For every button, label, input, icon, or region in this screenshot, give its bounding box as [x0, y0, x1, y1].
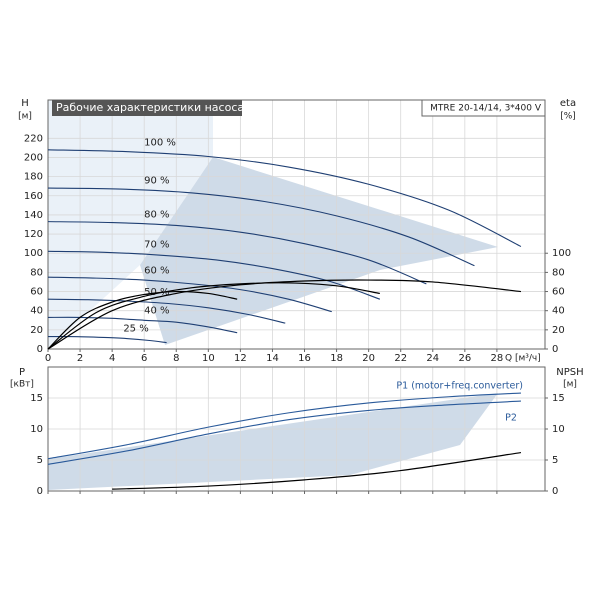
x-tick-label: 16 — [298, 353, 311, 364]
series-label: P2 — [505, 413, 517, 424]
x-tick-label: 20 — [362, 353, 375, 364]
y-tick-label: 80 — [30, 267, 43, 278]
curve — [47, 250, 381, 300]
y-tick-label: 160 — [24, 191, 43, 202]
x-tick-label: 18 — [330, 353, 343, 364]
curve — [112, 451, 522, 490]
y-tick-label: 140 — [24, 210, 43, 221]
series-label: 100 % — [144, 138, 176, 149]
y-tick-label: 15 — [30, 393, 43, 404]
x-tick-label: 8 — [173, 353, 179, 364]
chart-title: Рабочие характеристики насоса — [56, 101, 244, 114]
x-tick-label: 26 — [458, 353, 471, 364]
y-tick-label: 40 — [30, 306, 43, 317]
series-label: P1 (motor+freq.converter) — [396, 381, 523, 392]
y2-tick-label: 60 — [552, 287, 565, 298]
curve — [47, 149, 522, 248]
x-tick-label: 22 — [394, 353, 407, 364]
series-label: 40 % — [144, 305, 169, 316]
series-label: 70 % — [144, 240, 169, 251]
y-tick-label: 10 — [30, 424, 43, 435]
y-tick-label: 100 — [24, 248, 43, 259]
plot-frame — [47, 99, 546, 350]
model-box — [421, 99, 546, 117]
y2-tick-label: 100 — [552, 248, 571, 259]
curve — [47, 290, 238, 350]
y2-tick-label: 5 — [552, 455, 558, 466]
y2-tick-label: 80 — [552, 267, 565, 278]
x-tick-label: 6 — [141, 353, 147, 364]
y2-unit: [%] — [560, 112, 576, 122]
y-tick-label: 0 — [37, 486, 43, 497]
series-label: 80 % — [144, 209, 169, 220]
y2-tick-label: 20 — [552, 325, 565, 336]
series-label: 25 % — [123, 324, 148, 335]
y-label: P — [19, 367, 25, 378]
curve — [47, 298, 286, 324]
curve — [47, 221, 427, 285]
x-tick-label: 14 — [266, 353, 279, 364]
y2-tick-label: 0 — [552, 486, 558, 497]
series-label: 60 % — [144, 265, 169, 276]
series-label: 90 % — [144, 175, 169, 186]
y-label: H — [21, 98, 29, 109]
y-unit: [кВт] — [10, 380, 34, 390]
x-tick-label: 10 — [202, 353, 215, 364]
title-box — [52, 100, 242, 116]
y-tick-label: 5 — [37, 455, 43, 466]
y-tick-label: 60 — [30, 287, 43, 298]
y2-tick-label: 40 — [552, 306, 565, 317]
y-tick-label: 120 — [24, 229, 43, 240]
y-tick-label: 0 — [37, 344, 43, 355]
x-tick-label: 0 — [45, 353, 51, 364]
y2-tick-label: 15 — [552, 393, 565, 404]
x-tick-label: 28 — [491, 353, 504, 364]
y-tick-label: 200 — [24, 152, 43, 163]
power-area — [48, 393, 498, 490]
model: MTRE 20-14/14, 3*400 V — [430, 104, 542, 114]
curve — [47, 282, 380, 350]
y2-tick-label: 10 — [552, 424, 565, 435]
x-tick-label: 12 — [234, 353, 247, 364]
x-tick-label: 2 — [77, 353, 83, 364]
y2-tick-label: 0 — [552, 344, 558, 355]
y2-label: eta — [560, 98, 576, 109]
curve — [47, 187, 475, 267]
y-tick-label: 20 — [30, 325, 43, 336]
x-tick-label: 24 — [426, 353, 439, 364]
y2-label: NPSH — [556, 367, 583, 378]
curve — [47, 276, 332, 313]
curve — [47, 400, 521, 465]
y-tick-label: 180 — [24, 172, 43, 183]
x-label: Q [м³/ч] — [505, 354, 541, 364]
curve — [47, 392, 521, 460]
operating-area-light — [48, 100, 213, 349]
y-tick-label: 220 — [24, 133, 43, 144]
y2-unit: [м] — [563, 380, 577, 390]
x-tick-label: 4 — [109, 353, 115, 364]
y-unit: [м] — [18, 112, 32, 122]
